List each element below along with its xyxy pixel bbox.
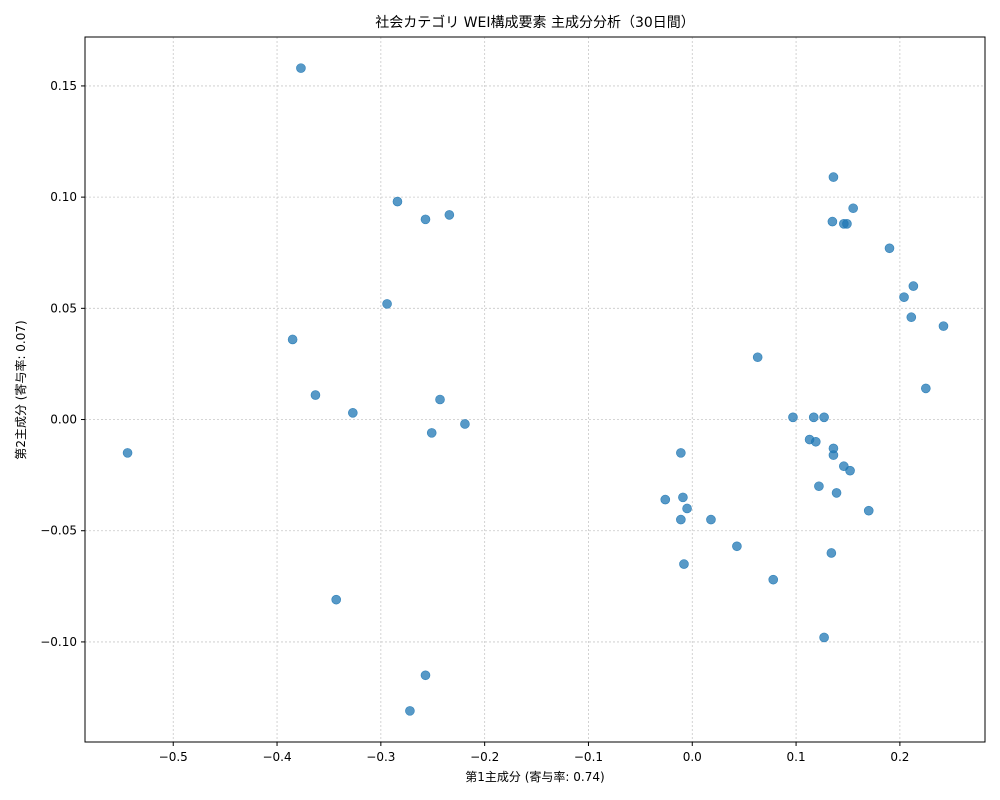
scatter-point <box>287 334 298 345</box>
y-tick-label: 0.00 <box>50 413 77 427</box>
y-tick-label: 0.05 <box>50 301 77 315</box>
axis-ticks: −0.5 −0.4 −0.3 −0.2 −0.1 0.0 0.1 0.2 −0.10 −0.05 0… <box>40 79 909 764</box>
x-tick-label: −0.2 <box>470 750 499 764</box>
scatter-point <box>676 514 686 525</box>
scatter-point <box>676 448 686 458</box>
scatter-point <box>296 63 306 73</box>
scatter-point <box>435 394 445 405</box>
scatter-point <box>679 559 689 569</box>
scatter-point <box>122 448 133 458</box>
y-tick-label: 0.15 <box>50 79 77 93</box>
scatter-point <box>788 412 798 423</box>
scatter-point <box>732 541 742 552</box>
grid-lines <box>85 37 985 742</box>
scatter-point <box>819 412 829 423</box>
scatter-point <box>884 243 895 254</box>
scatter-point <box>938 321 949 331</box>
scatter-point <box>827 216 838 227</box>
scatter-point <box>420 214 431 225</box>
scatter-point <box>768 574 779 585</box>
scatter-point <box>921 383 931 394</box>
scatter-point <box>310 390 321 400</box>
chart-title: 社会カテゴリ WEI構成要素 主成分分析（30日間） <box>375 14 695 31</box>
scatter-point <box>810 436 821 447</box>
scatter-point <box>814 481 824 492</box>
scatter-point <box>660 494 671 505</box>
data-points <box>122 63 949 716</box>
scatter-point <box>420 670 431 681</box>
scatter-point <box>678 492 688 503</box>
y-tick-label: 0.10 <box>50 190 77 204</box>
y-tick-label: −0.05 <box>40 524 77 538</box>
x-axis-label: 第1主成分 (寄与率: 0.74) <box>465 769 604 784</box>
scatter-point <box>752 352 763 363</box>
scatter-point <box>682 503 692 514</box>
scatter-point <box>828 172 839 182</box>
y-tick-label: −0.10 <box>40 635 77 649</box>
x-tick-label: −0.5 <box>159 750 188 764</box>
scatter-point <box>848 203 858 214</box>
x-tick-label: −0.4 <box>262 750 291 764</box>
scatter-point <box>845 465 855 476</box>
scatter-point <box>426 428 437 438</box>
x-tick-label: 0.1 <box>787 750 806 764</box>
scatter-point <box>819 632 829 643</box>
scatter-point <box>831 488 842 498</box>
x-tick-label: 0.2 <box>890 750 909 764</box>
scatter-point <box>863 505 874 516</box>
scatter-point <box>908 281 919 291</box>
x-tick-label: −0.3 <box>366 750 395 764</box>
scatter-point <box>405 706 415 716</box>
scatter-point <box>906 312 917 323</box>
x-tick-label: 0.0 <box>683 750 702 764</box>
scatter-point <box>444 210 455 220</box>
scatter-point <box>348 408 358 418</box>
y-axis-label: 第2主成分 (寄与率: 0.07) <box>13 320 28 459</box>
scatter-point <box>392 196 403 207</box>
scatter-point <box>331 594 342 605</box>
plot-frame <box>84 36 986 743</box>
scatter-point <box>826 548 837 558</box>
scatter-point <box>808 412 819 423</box>
scatter-point <box>706 514 716 525</box>
x-tick-label: −0.1 <box>574 750 603 764</box>
scatter-point <box>460 419 470 429</box>
scatter-point <box>828 450 839 460</box>
scatter-point <box>842 219 852 229</box>
scatter-point <box>899 292 909 303</box>
scatter-point <box>382 299 392 309</box>
